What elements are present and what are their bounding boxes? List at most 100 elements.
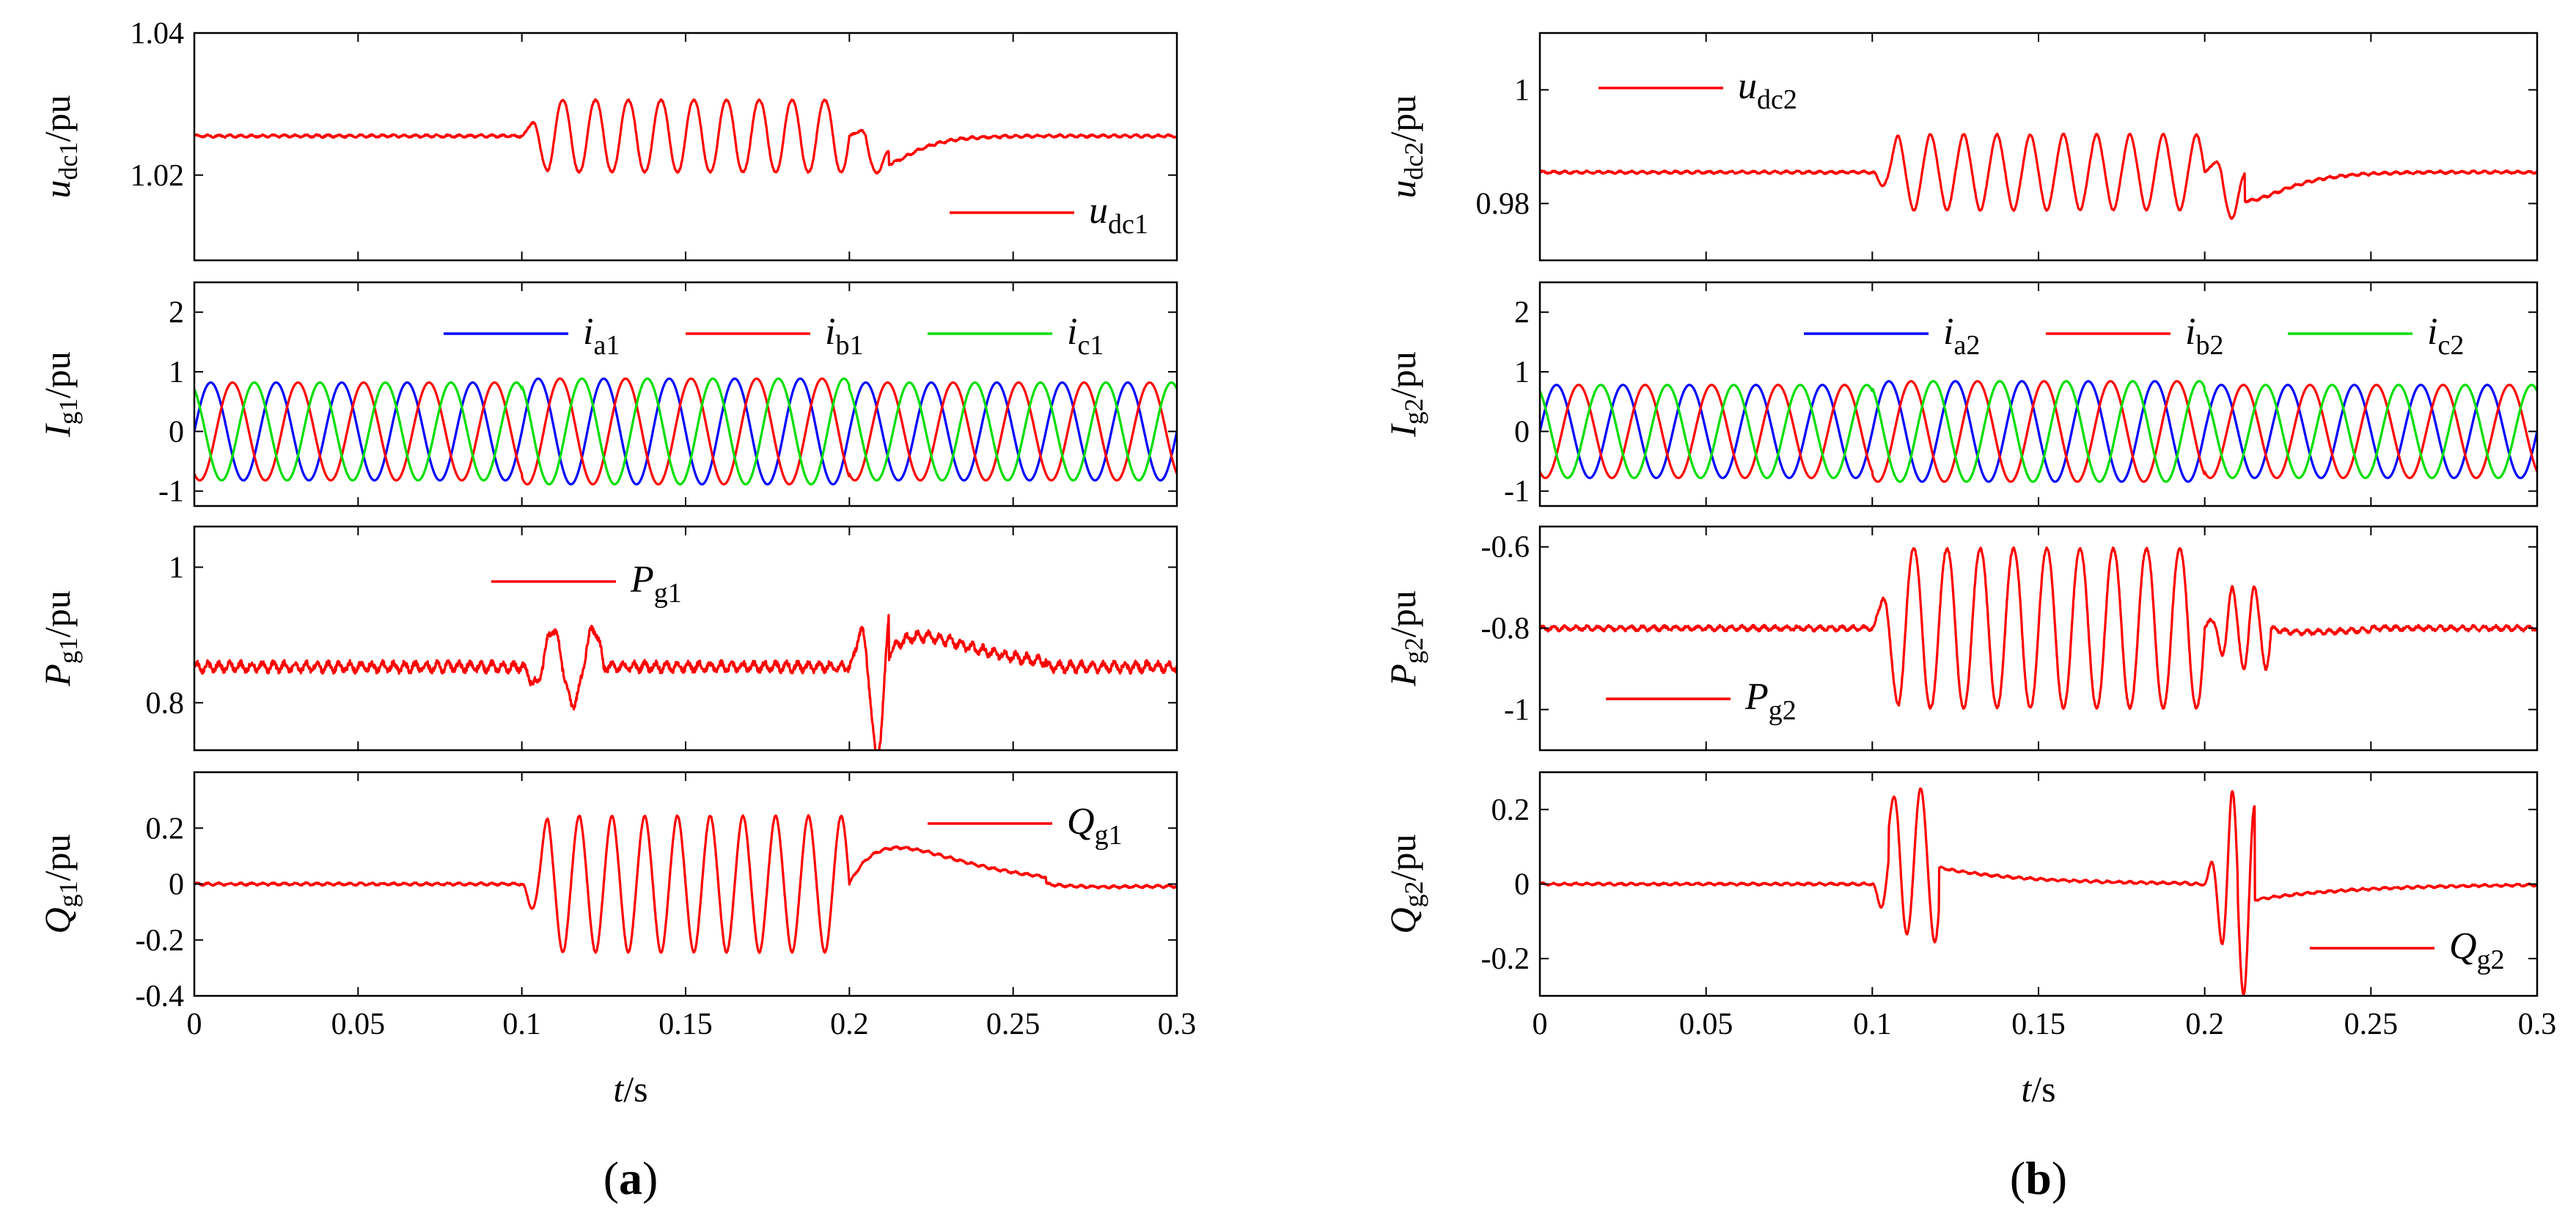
- y-axis-label-unit: /pu: [37, 351, 78, 398]
- panel-label-close: ): [642, 1152, 658, 1204]
- x-tick-label: 0: [1533, 1008, 1548, 1041]
- legend: ia1 ib1 ic1: [444, 311, 1104, 361]
- legend-label: Pg1: [630, 559, 682, 609]
- legend: Pg2: [1606, 676, 1797, 726]
- legend-label-var: i: [2185, 311, 2195, 353]
- legend-label-var: i: [583, 311, 593, 353]
- series-group: [1540, 787, 2537, 996]
- x-axis-var: t: [613, 1068, 624, 1110]
- y-axis-label-sub: g2: [1399, 637, 1428, 664]
- y-tick-label: 1.02: [131, 159, 185, 193]
- series-line-P_g1: [194, 614, 1177, 750]
- chart-panel-a-qg1: 0.20-0.2-0.40 0.05 0.1 0.15 0.2 0.25 0.3Qg1/pu…: [37, 771, 1197, 1041]
- x-tick-label: 0.2: [830, 1008, 869, 1041]
- x-tick-label: 0.15: [658, 1008, 713, 1041]
- panel-label-open: (: [2010, 1152, 2025, 1204]
- legend-label-sub: a1: [593, 330, 620, 361]
- series-line-Q_g1: [194, 814, 1177, 954]
- x-axis-labels: t/s t/s: [613, 1068, 2055, 1110]
- series-line-i_a2: [1540, 380, 2537, 483]
- x-axis-label-b: t/s: [2021, 1068, 2055, 1110]
- series-group: [194, 614, 1177, 750]
- legend-label-sub: a2: [1953, 330, 1980, 361]
- series-group: [1540, 132, 2537, 220]
- y-tick-label: -0.4: [136, 980, 185, 1013]
- y-tick-label: -0.2: [136, 924, 185, 958]
- legend: Pg1: [491, 559, 682, 609]
- y-axis-label: Qg2/pu: [1382, 834, 1428, 934]
- y-tick-label: 0: [169, 868, 184, 902]
- legend-label: ib1: [825, 311, 863, 361]
- legend: udc2: [1599, 65, 1797, 115]
- y-tick-label: -1: [158, 475, 184, 509]
- y-axis-label: udc1/pu: [37, 95, 83, 199]
- y-axis-label-unit: /pu: [1382, 834, 1423, 881]
- x-tick-label: 0.3: [2518, 1008, 2557, 1041]
- series-line-i_c1: [194, 377, 1177, 485]
- y-tick-label: -0.6: [1481, 531, 1530, 565]
- legend-label-sub: c2: [2437, 330, 2464, 361]
- legend-label: ib2: [2185, 311, 2223, 361]
- y-tick-label: 1.04: [131, 17, 185, 51]
- series-line-i_b1: [194, 377, 1177, 485]
- series-group: [1540, 546, 2537, 711]
- x-tick-label: 0.05: [1679, 1008, 1733, 1041]
- series-line-u_dc1: [194, 98, 1177, 175]
- y-axis-label: Qg1/pu: [37, 834, 83, 934]
- x-tick-label: 0.1: [1853, 1008, 1892, 1041]
- series-line-i_a1: [194, 377, 1177, 485]
- series-group: [194, 814, 1177, 954]
- y-axis-label-var: u: [37, 180, 78, 198]
- legend-label-sub: g2: [1769, 695, 1797, 726]
- x-tick-label: 0.05: [331, 1008, 386, 1041]
- y-tick-label: 0: [1514, 415, 1530, 449]
- y-tick-label: 1: [169, 551, 184, 584]
- panel-label-open: (: [603, 1152, 619, 1204]
- legend-label: ia2: [1943, 311, 1980, 361]
- legend-label: Qg1: [1067, 801, 1123, 851]
- legend-label-sub: dc1: [1108, 209, 1148, 240]
- series-line-Q_g2: [1540, 787, 2537, 996]
- y-tick-label: 1: [1514, 74, 1530, 108]
- y-tick-label: 2: [169, 296, 184, 330]
- series-group: [194, 98, 1177, 175]
- panel-label-a: (a): [603, 1152, 658, 1204]
- legend-label-sub: dc2: [1757, 84, 1797, 115]
- x-axis-var: t: [2021, 1068, 2032, 1110]
- legend-label-var: Q: [2449, 925, 2477, 967]
- y-axis-label-var: Q: [37, 907, 78, 934]
- y-axis-label-sub: g1: [54, 398, 83, 425]
- y-axis-label-unit: /pu: [37, 834, 78, 881]
- legend-label-sub: c1: [1077, 330, 1104, 361]
- y-axis-label-var: P: [37, 664, 78, 687]
- legend-label: ic1: [1067, 311, 1104, 361]
- series-group: [1540, 380, 2537, 483]
- legend-label-var: i: [2427, 311, 2437, 353]
- x-tick-label: 0.25: [2344, 1008, 2399, 1041]
- y-axis-label-var: P: [1382, 664, 1423, 687]
- legend-label: udc2: [1738, 65, 1797, 115]
- x-tick-label: 0.15: [2011, 1008, 2066, 1041]
- legend: ia2 ib2 ic2: [1804, 311, 2464, 361]
- legend-label-var: Q: [1067, 801, 1095, 843]
- y-axis-label: Ig2/pu: [1382, 351, 1428, 438]
- panel-labels: (a) (b): [603, 1152, 2067, 1204]
- y-axis-label-unit: /pu: [37, 95, 78, 142]
- y-axis-label: Pg1/pu: [37, 590, 83, 686]
- y-axis-label-var: I: [1382, 423, 1423, 438]
- y-axis-label-var: I: [37, 423, 78, 438]
- y-axis-label-sub: g1: [54, 881, 83, 907]
- legend-label-var: u: [1738, 65, 1757, 107]
- legend-label-sub: b1: [835, 330, 863, 361]
- legend-label: ia1: [583, 311, 620, 361]
- x-tick-label: 0.3: [1158, 1008, 1197, 1041]
- legend-label: Qg2: [2449, 925, 2505, 975]
- y-axis-label-var: u: [1382, 180, 1423, 198]
- legend-label-var: u: [1089, 190, 1108, 232]
